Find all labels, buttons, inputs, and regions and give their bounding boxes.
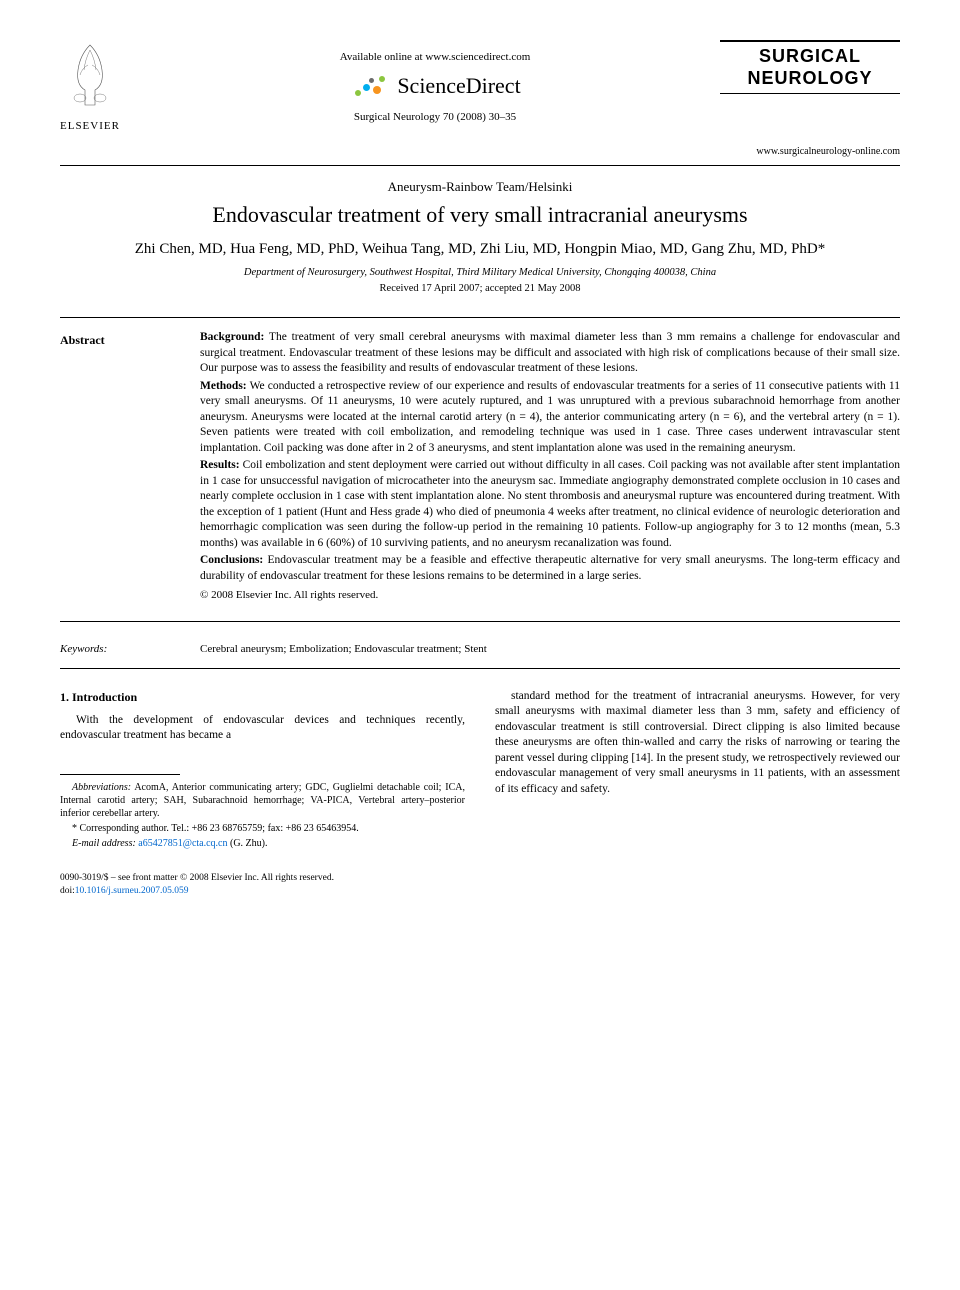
email-name: (G. Zhu). [230,838,268,849]
sciencedirect-text: ScienceDirect [397,71,520,102]
keywords-content: Cerebral aneurysm; Embolization; Endovas… [200,642,900,657]
corresponding-author: * Corresponding author. Tel.: +86 23 687… [60,822,465,835]
conclusions-text: Endovascular treatment may be a feasible… [200,554,900,582]
issn-line: 0090-3019/$ – see front matter © 2008 El… [60,872,900,885]
intro-heading: 1. Introduction [60,689,465,705]
email-label: E-mail address: [72,838,136,849]
abstract-block: Abstract Background: The treatment of ve… [60,330,900,622]
results-label: Results: [200,459,240,471]
journal-citation: Surgical Neurology 70 (2008) 30–35 [150,110,720,125]
journal-header: ELSEVIER Available online at www.science… [60,40,900,134]
publisher-block: ELSEVIER [60,40,150,134]
footnote-rule [60,774,180,775]
methods-label: Methods: [200,380,247,392]
journal-title-block: SURGICAL NEUROLOGY [720,40,900,94]
section-tag: Aneurysm-Rainbow Team/Helsinki [60,178,900,196]
keywords-row: Keywords: Cerebral aneurysm; Embolizatio… [60,642,900,668]
footer: 0090-3019/$ – see front matter © 2008 El… [60,872,900,899]
background-text: The treatment of very small cerebral ane… [200,331,900,374]
background-label: Background: [200,331,264,343]
abstract-copyright: © 2008 Elsevier Inc. All rights reserved… [200,588,900,603]
available-online-text: Available online at www.sciencedirect.co… [150,50,720,65]
intro-para-right: standard method for the treatment of int… [495,689,900,798]
journal-title-line1: SURGICAL [720,46,900,68]
left-column: 1. Introduction With the development of … [60,689,465,852]
doi-link[interactable]: 10.1016/j.surneu.2007.05.059 [75,886,189,896]
title-rule [60,317,900,318]
abstract-label: Abstract [60,330,170,605]
methods-text: We conducted a retrospective review of o… [200,380,900,454]
authors: Zhi Chen, MD, Hua Feng, MD, PhD, Weihua … [60,239,900,260]
conclusions-label: Conclusions: [200,554,263,566]
publisher-label: ELSEVIER [60,119,150,134]
doi-label: doi: [60,886,75,896]
email-link[interactable]: a65427851@cta.cq.cn [138,838,227,849]
paper-title: Endovascular treatment of very small int… [60,202,900,228]
header-rule [60,165,900,166]
journal-url: www.surgicalneurology-online.com [756,146,900,157]
intro-para-left: With the development of endovascular dev… [60,713,465,744]
elsevier-tree-icon [60,40,120,110]
received-accepted-dates: Received 17 April 2007; accepted 21 May … [60,282,900,297]
body-two-column: 1. Introduction With the development of … [60,689,900,852]
sciencedirect-block: Available online at www.sciencedirect.co… [150,40,720,126]
journal-url-row: www.surgicalneurology-online.com [60,142,900,159]
keywords-label: Keywords: [60,642,170,657]
affiliation: Department of Neurosurgery, Southwest Ho… [60,266,900,281]
abstract-content: Background: The treatment of very small … [200,330,900,605]
right-column: standard method for the treatment of int… [495,689,900,852]
sciencedirect-dots-icon [349,72,389,102]
abbrev-label: Abbreviations: [72,782,131,793]
results-text: Coil embolization and stent deployment w… [200,459,900,549]
sciencedirect-logo: ScienceDirect [150,71,720,102]
footnotes: Abbreviations: AcomA, Anterior communica… [60,781,465,850]
journal-title-line2: NEUROLOGY [720,68,900,90]
